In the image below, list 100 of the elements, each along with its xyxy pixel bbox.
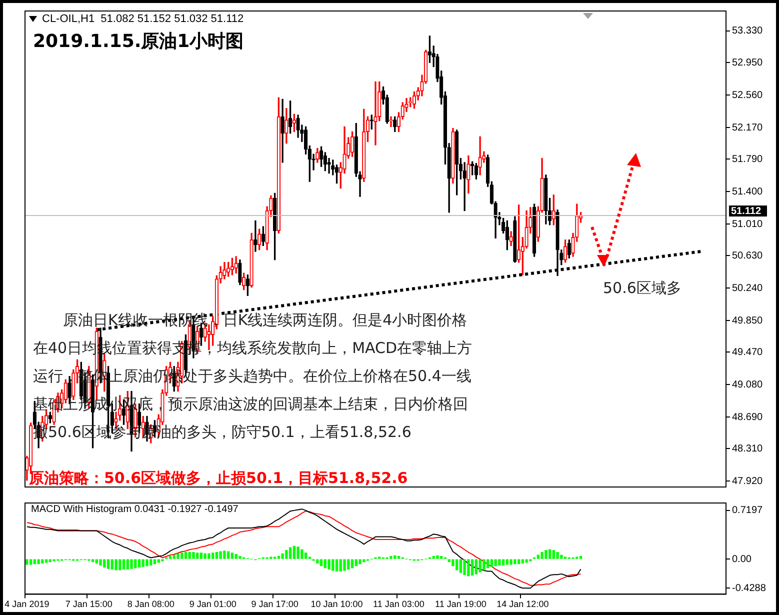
candlestick (451, 128, 455, 184)
y-tick-label: 47.920 (732, 476, 764, 487)
bar (328, 559, 330, 570)
bar (227, 551, 230, 559)
y-tick-label: 52.170 (732, 122, 764, 134)
candlestick (412, 91, 416, 109)
bar (358, 559, 362, 564)
bar (482, 559, 486, 570)
bar (394, 555, 396, 559)
chart-title: MACD With Histogram 0.0431 -0.1927 -0.1497 (31, 504, 238, 515)
bar (204, 553, 206, 559)
candlestick (389, 116, 393, 127)
y-tick-label: 49.850 (732, 315, 764, 326)
bar (215, 552, 218, 559)
bar (95, 559, 98, 564)
bar (114, 559, 118, 570)
bar (335, 559, 338, 572)
bar (514, 559, 516, 564)
bar (525, 559, 528, 563)
bar (362, 559, 366, 562)
candlestick (242, 272, 246, 290)
x-tick-label: 14 Jan 12:00 (496, 599, 549, 610)
bar (459, 559, 462, 573)
text: 2019.1.15.原油1小时图 (33, 30, 244, 53)
x-tick-label: 4 Jan 2019 (4, 599, 50, 610)
candlestick (316, 148, 320, 163)
candlestick (509, 231, 513, 246)
bar (223, 550, 226, 559)
candlestick (207, 324, 211, 350)
bar (456, 559, 458, 570)
candlestick (250, 232, 254, 288)
y-tick-label: -0.4288 (732, 582, 766, 594)
bar (332, 559, 334, 571)
bar (188, 552, 191, 559)
bar (212, 552, 214, 559)
candlestick (563, 240, 568, 263)
y-tick-label: 49.470 (732, 346, 764, 358)
candlestick (513, 216, 517, 263)
bar (192, 552, 195, 559)
bar (510, 559, 512, 565)
bar (579, 556, 582, 559)
bar (486, 559, 490, 568)
bar (219, 551, 222, 559)
candlestick (350, 131, 354, 157)
bar (506, 559, 509, 565)
bar (118, 559, 122, 570)
x-tick-label: 9 Jan 01:00 (189, 599, 236, 610)
bar (277, 556, 280, 559)
candlestick (474, 162, 478, 180)
candlestick (257, 228, 262, 250)
y-tick-label: 0.00 (732, 554, 752, 565)
y-tick-label: 51.400 (732, 186, 764, 198)
candlestick (428, 36, 432, 63)
bar (436, 555, 439, 559)
x-tick-label: 11 Jan 19:00 (435, 599, 486, 610)
bar (230, 552, 234, 559)
candlestick (470, 161, 474, 176)
candlestick (292, 114, 296, 132)
bar (440, 556, 443, 559)
bar (470, 559, 474, 576)
candlestick (478, 136, 482, 176)
bar (354, 559, 358, 566)
bar (540, 552, 544, 559)
bar (544, 550, 548, 559)
annotation: 原油策略：50.6区域做多，止损50.1，目标51.8,52.6 (29, 469, 408, 488)
bar (548, 549, 552, 559)
x-tick-label: 10 Jan 10:00 (310, 599, 363, 610)
bar (180, 552, 184, 559)
candlestick (327, 158, 331, 174)
bar (196, 552, 199, 559)
candlestick (362, 108, 366, 182)
bar (134, 559, 137, 568)
bar (502, 559, 505, 566)
bar (146, 559, 148, 566)
candlestick (234, 256, 238, 274)
bar (490, 559, 494, 567)
y-tick-label: 49.080 (732, 379, 764, 390)
y-tick-label: 51.010 (732, 218, 764, 230)
candlestick (222, 262, 226, 280)
y-tick-label: 51.790 (732, 154, 764, 165)
bar (448, 559, 450, 562)
y-tick-label: 0.7197 (732, 505, 764, 516)
bar (208, 553, 210, 559)
bar (234, 554, 238, 559)
bar (463, 559, 466, 575)
bar (304, 552, 308, 559)
x-tick-label: 7 Jan 15:00 (65, 599, 112, 610)
bar (33, 559, 36, 564)
candlestick (238, 259, 242, 286)
bar (48, 559, 52, 562)
bar (138, 559, 141, 568)
bar (168, 556, 172, 559)
bar (184, 552, 188, 559)
bar (110, 559, 114, 570)
bar (103, 559, 106, 568)
bar (320, 559, 323, 566)
bar (556, 552, 559, 559)
y-tick-label: 52.950 (732, 57, 764, 68)
x-tick-label: 8 Jan 08:00 (127, 599, 174, 610)
bar (292, 546, 296, 559)
